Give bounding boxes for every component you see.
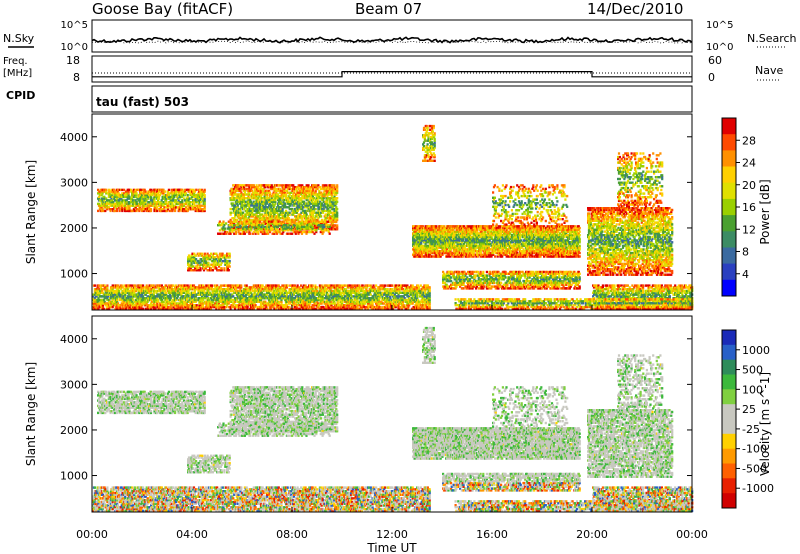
power-scatter-cells bbox=[92, 125, 693, 310]
noise-left-tick-bottom: 10^0 bbox=[61, 42, 88, 53]
power-cell bbox=[240, 284, 242, 286]
power-cell bbox=[246, 226, 248, 228]
date-title: 14/Dec/2010 bbox=[587, 0, 683, 18]
power-cell bbox=[225, 222, 227, 224]
noise-sky-line bbox=[92, 37, 692, 42]
freq-tick-bottom: 8 bbox=[73, 71, 80, 84]
beam-title: Beam 07 bbox=[355, 0, 422, 18]
power-cell bbox=[315, 208, 317, 210]
noise-sky-label: N.Sky bbox=[3, 32, 35, 45]
power-cell bbox=[271, 221, 273, 223]
power-cell bbox=[199, 267, 201, 269]
power-cell bbox=[136, 192, 138, 194]
noise-right-tick-top: 10^5 bbox=[706, 20, 733, 31]
freq-tick-top: 18 bbox=[66, 54, 80, 67]
power-cell bbox=[164, 190, 166, 192]
power-cell bbox=[312, 226, 314, 228]
noise-panel: 10^5 10^0 10^5 10^0 N.Sky N.Search bbox=[3, 20, 797, 53]
power-cell bbox=[250, 227, 252, 229]
power-cell bbox=[327, 221, 329, 223]
power-cell bbox=[336, 224, 338, 226]
power-cell bbox=[222, 221, 224, 223]
noise-left-tick-top: 10^5 bbox=[61, 20, 88, 31]
nave-tick-top: 60 bbox=[708, 54, 722, 67]
power-cell bbox=[168, 189, 170, 191]
power-cell bbox=[269, 192, 271, 194]
power-cell bbox=[336, 197, 338, 199]
nave-tick-bottom: 0 bbox=[708, 71, 715, 84]
power-cell bbox=[289, 212, 291, 214]
power-cell bbox=[263, 221, 265, 223]
freq-label-2: [MHz] bbox=[3, 68, 32, 79]
power-cell bbox=[336, 208, 338, 210]
power-cell bbox=[336, 201, 338, 203]
power-cell bbox=[310, 221, 312, 223]
power-cell bbox=[187, 194, 189, 196]
cpid-label: CPID bbox=[6, 89, 35, 102]
power-cell bbox=[315, 229, 317, 231]
power-cell bbox=[105, 189, 107, 191]
power-cell bbox=[237, 222, 239, 224]
power-cell bbox=[246, 284, 248, 286]
power-cell bbox=[207, 262, 209, 264]
power-cell bbox=[201, 253, 203, 255]
power-cell bbox=[211, 284, 213, 286]
power-cell bbox=[329, 233, 331, 235]
power-cell bbox=[336, 184, 338, 186]
nave-label: Nave bbox=[755, 64, 783, 77]
power-cell bbox=[221, 267, 223, 269]
radar-summary-plot: Goose Bay (fitACF) Beam 07 14/Dec/2010 1… bbox=[0, 0, 800, 554]
noise-search-label: N.Search bbox=[747, 32, 797, 45]
power-cell bbox=[336, 212, 338, 214]
power-cell bbox=[230, 212, 232, 214]
power-cell bbox=[94, 284, 96, 286]
power-cell bbox=[223, 267, 225, 269]
station-title: Goose Bay (fitACF) bbox=[92, 0, 233, 18]
power-cell bbox=[134, 284, 136, 286]
power-cell bbox=[196, 189, 198, 191]
power-cell bbox=[249, 233, 251, 235]
power-cell bbox=[228, 269, 230, 271]
power-cell bbox=[150, 208, 152, 210]
cpid-text: tau (fast) 503 bbox=[96, 95, 189, 109]
power-cell bbox=[320, 215, 322, 217]
power-cell bbox=[300, 222, 302, 224]
power-cell bbox=[246, 231, 248, 233]
power-cell bbox=[229, 260, 231, 262]
power-cell bbox=[321, 221, 323, 223]
frequency-line bbox=[92, 72, 692, 77]
power-cell bbox=[204, 189, 206, 191]
power-cell bbox=[224, 227, 226, 229]
freq-label-1: Freq. bbox=[3, 56, 28, 67]
power-cell bbox=[229, 265, 231, 267]
power-cell bbox=[287, 221, 289, 223]
power-cell bbox=[235, 231, 237, 233]
power-cell bbox=[255, 221, 257, 223]
power-cell bbox=[204, 194, 206, 196]
power-cell bbox=[233, 224, 235, 226]
power-cell bbox=[283, 221, 285, 223]
power-cell bbox=[230, 221, 232, 223]
power-cell bbox=[329, 226, 331, 228]
power-cell bbox=[289, 221, 291, 223]
power-cell bbox=[106, 284, 108, 286]
noise-right-tick-bottom: 10^0 bbox=[706, 42, 733, 53]
power-cell bbox=[229, 253, 231, 255]
